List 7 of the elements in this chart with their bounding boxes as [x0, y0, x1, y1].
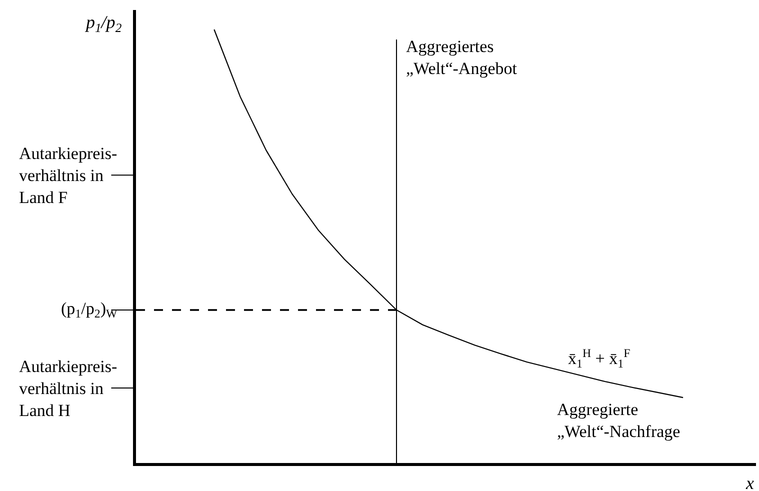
- text: (p$_{1}$/p$_{2}$)$_{W}$: [61, 299, 118, 321]
- annotation: Aggregiertes „Welt“-Angebot: [406, 37, 518, 78]
- text: Autarkiepreis- verhältnis in Land F: [19, 144, 118, 208]
- text: Autarkiepreis- verhältnis in Land H: [19, 357, 118, 420]
- x-axis-title: x: [745, 473, 754, 491]
- y-axis-title: p$_{1}$/p$_{2}$: [84, 12, 122, 35]
- annotation: Aggregierte „Welt“-Nachfrage: [557, 400, 680, 442]
